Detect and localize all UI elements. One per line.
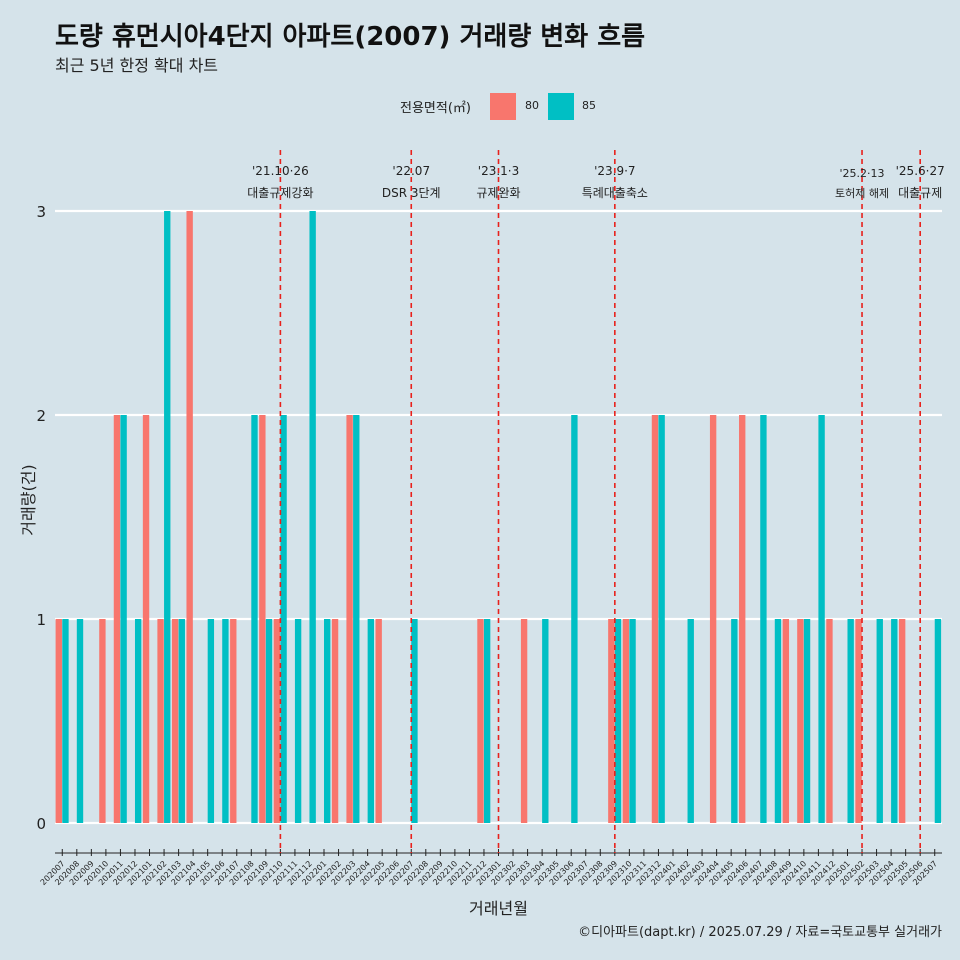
event-date-202502: '25.2·13 <box>840 167 885 180</box>
bar-85-202105 <box>207 619 215 823</box>
y-tick-label: 1 <box>36 611 46 629</box>
bar-80-202010 <box>99 619 106 823</box>
bar-85-202407 <box>760 415 767 823</box>
bar-85-202309 <box>614 619 622 823</box>
bar-80-202303 <box>520 619 528 823</box>
chart-title: 도량 휴먼시아4단지 아파트(2007) 거래량 변화 흐름 <box>55 22 646 52</box>
bar-85-202504 <box>891 619 898 823</box>
bar-85-202011 <box>120 415 127 823</box>
bar-85-202405 <box>731 619 738 823</box>
event-date-202110: '21.10·26 <box>252 164 309 178</box>
x-axis-title: 거래년월 <box>469 899 528 918</box>
bar-85-202201 <box>324 619 331 823</box>
bar-85-202112 <box>309 211 316 823</box>
bar-85-202312 <box>658 415 665 823</box>
legend-swatch-80 <box>490 93 516 120</box>
legend-label-80: 80 <box>525 99 539 112</box>
bar-80-202103 <box>171 619 179 823</box>
bar-80-202212 <box>477 619 484 823</box>
y-tick-label: 3 <box>36 203 46 221</box>
bar-80-202312 <box>651 415 659 823</box>
bar-80-202107 <box>230 619 237 823</box>
event-label-202301: 규제완화 <box>476 186 520 200</box>
event-label-202506: 대출규제 <box>898 186 942 200</box>
source-caption: ©디아파트(dapt.kr) / 2025.07.29 / 자료=국토교통부 실… <box>578 925 942 940</box>
event-label-202309: 특례대출축소 <box>582 186 648 200</box>
bar-80-202109 <box>259 415 266 823</box>
bar-85-202106 <box>222 619 229 823</box>
bar-85-202207 <box>411 619 418 823</box>
bar-80-202505 <box>898 619 906 823</box>
bar-80-202310 <box>622 619 630 823</box>
event-date-202207: '22.07 <box>392 164 430 178</box>
bar-85-202507 <box>934 619 942 823</box>
event-label-202207: DSR 3단계 <box>382 186 441 200</box>
bar-85-202310 <box>629 619 636 823</box>
bar-85-202012 <box>134 619 142 823</box>
event-date-202506: '25.6·27 <box>896 164 945 178</box>
y-axis-title: 거래량(건) <box>19 464 38 535</box>
bar-80-202110 <box>273 619 281 823</box>
bar-80-202409 <box>782 619 790 823</box>
bar-85-202212 <box>483 619 491 823</box>
legend-title: 전용면적(㎡) <box>400 101 471 116</box>
bar-85-202103 <box>178 619 185 823</box>
bar-85-202410 <box>803 619 811 823</box>
bar-80-202410 <box>797 619 804 823</box>
legend-swatch-85 <box>548 93 574 120</box>
bar-80-202412 <box>826 619 833 823</box>
bar-80-202404 <box>709 415 717 823</box>
chart-subtitle: 최근 5년 한정 확대 차트 <box>55 56 219 75</box>
bar-85-202007 <box>62 619 69 823</box>
legend-label-85: 85 <box>582 99 596 112</box>
bar-85-202402 <box>687 619 694 823</box>
bar-80-202309 <box>608 619 615 823</box>
bar-85-202108 <box>251 415 258 823</box>
bar-85-202110 <box>280 415 287 823</box>
event-label-202110: 대출규제강화 <box>247 186 313 200</box>
bar-80-202502 <box>855 619 862 823</box>
bar-80-202104 <box>186 211 193 823</box>
y-tick-label: 2 <box>36 407 46 425</box>
bar-85-202503 <box>876 619 883 823</box>
bar-85-202102 <box>164 211 171 823</box>
bar-80-202205 <box>375 619 382 823</box>
bar-80-202011 <box>113 415 121 823</box>
bar-80-202202 <box>331 619 339 823</box>
bar-85-202408 <box>774 619 782 823</box>
y-tick-label: 0 <box>36 815 46 833</box>
bar-85-202109 <box>265 619 273 823</box>
bar-80-202101 <box>142 415 150 823</box>
bar-85-202203 <box>353 415 360 823</box>
event-date-202309: '23.9·7 <box>594 164 635 178</box>
bar-85-202501 <box>847 619 854 823</box>
bar-80-202007 <box>55 619 62 823</box>
bar-85-202304 <box>542 619 549 823</box>
bar-80-202406 <box>739 415 746 823</box>
bar-80-202102 <box>157 619 164 823</box>
bar-80-202203 <box>346 415 353 823</box>
bar-85-202411 <box>818 415 825 823</box>
bar-85-202008 <box>76 619 84 823</box>
bar-85-202204 <box>367 619 375 823</box>
event-date-202301: '23.1·3 <box>478 164 519 178</box>
bar-85-202111 <box>294 619 302 823</box>
event-label-202502: 토허제 해제 <box>835 186 889 200</box>
bar-85-202306 <box>571 415 578 823</box>
